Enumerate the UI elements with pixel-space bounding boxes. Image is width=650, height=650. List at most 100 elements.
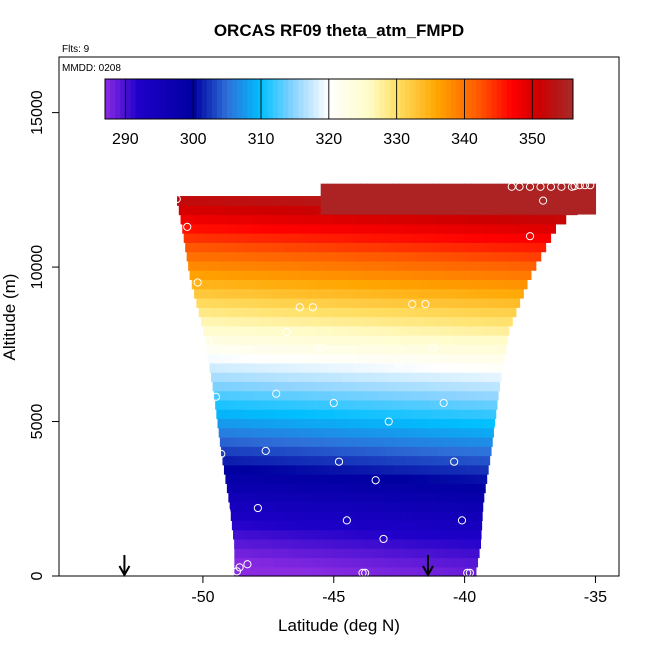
heatmap-cell — [512, 307, 517, 318]
heatmap-cell — [260, 260, 268, 271]
heatmap-cell — [294, 325, 302, 336]
heatmap-cell — [229, 455, 237, 466]
heatmap-cell — [349, 520, 357, 531]
flight-point — [465, 568, 474, 578]
heatmap-cell — [433, 511, 441, 521]
heatmap-cell — [474, 251, 482, 262]
heatmap-cell — [463, 399, 471, 410]
heatmap-cell — [308, 233, 316, 243]
heatmap-cell — [441, 427, 449, 438]
heatmap-cell — [385, 223, 393, 234]
heatmap-cell — [253, 566, 262, 577]
heatmap-cell — [361, 511, 369, 521]
heatmap-cell — [480, 427, 488, 438]
heatmap-cell — [263, 279, 271, 290]
heatmap-cell — [503, 297, 511, 308]
heatmap-cell — [487, 381, 495, 392]
heatmap-cell — [211, 242, 219, 253]
heatmap-cell — [338, 446, 346, 457]
heatmap-cell — [296, 372, 304, 382]
heatmap-cell — [360, 501, 368, 512]
heatmap-cell — [299, 566, 307, 577]
heatmap-cell — [268, 455, 276, 466]
heatmap-cell — [466, 242, 474, 253]
heatmap-cell — [243, 464, 251, 475]
heatmap-cell — [267, 399, 275, 410]
heatmap-cell — [436, 260, 444, 271]
heatmap-cell — [443, 353, 451, 364]
heatmap-cell — [504, 233, 512, 243]
heatmap-cell — [483, 399, 491, 410]
heatmap-cell — [247, 548, 255, 559]
heatmap-cell — [459, 418, 467, 429]
flight-point — [450, 457, 459, 466]
heatmap-cell — [231, 205, 239, 216]
heatmap-cell — [404, 557, 412, 568]
colorbar-segment — [252, 79, 259, 119]
heatmap-cell — [293, 492, 301, 503]
heatmap-cell — [204, 335, 212, 345]
heatmap-cell — [246, 390, 254, 401]
heatmap-cell — [368, 335, 376, 345]
heatmap-cell — [424, 399, 432, 410]
heatmap-cell — [474, 474, 482, 484]
heatmap-cell — [430, 353, 438, 364]
heatmap-cell — [340, 325, 348, 336]
heatmap-cell — [266, 390, 274, 401]
heatmap-cell — [456, 316, 464, 327]
heatmap-cell — [388, 307, 396, 318]
heatmap-cell — [309, 418, 317, 429]
heatmap-cell — [216, 362, 224, 373]
heatmap-cell — [484, 455, 491, 466]
heatmap-cell — [224, 418, 232, 429]
heatmap-cell — [203, 325, 211, 336]
heatmap-cell — [517, 233, 525, 243]
heatmap-cell — [404, 223, 412, 234]
heatmap-cell — [285, 483, 293, 494]
heatmap-cell — [374, 279, 383, 290]
colorbar-segment — [135, 79, 142, 119]
heatmap-cell — [266, 446, 274, 457]
heatmap-cell — [423, 353, 431, 364]
colorbar-segment — [405, 79, 411, 119]
heatmap-cell — [272, 529, 280, 540]
flight-point — [358, 568, 367, 578]
heatmap-cell — [402, 251, 410, 262]
heatmap-cell — [272, 436, 280, 447]
heatmap-cell — [333, 362, 341, 373]
heatmap-cell — [375, 427, 383, 438]
heatmap-cell — [251, 427, 259, 438]
heatmap-cell — [401, 307, 409, 318]
heatmap-cell — [214, 316, 222, 327]
heatmap-cell — [454, 427, 462, 438]
heatmap-cell — [412, 233, 420, 243]
heatmap-cell — [429, 390, 438, 401]
heatmap-cell — [396, 288, 405, 299]
heatmap-cell — [386, 183, 394, 215]
heatmap-cell — [217, 335, 225, 345]
heatmap-cell — [420, 464, 428, 475]
heatmap-cell — [295, 501, 303, 512]
heatmap-cell — [376, 381, 384, 392]
heatmap-cell — [211, 335, 219, 345]
heatmap-cell — [322, 242, 330, 253]
heatmap-cell — [402, 214, 411, 225]
heatmap-cell — [382, 427, 390, 438]
heatmap-cell — [228, 399, 236, 410]
colorbar-segment — [171, 79, 177, 119]
heatmap-cell — [330, 251, 338, 262]
heatmap-cell — [234, 492, 243, 503]
heatmap-cell — [428, 381, 436, 392]
heatmap-cell — [231, 307, 239, 318]
heatmap-cell — [478, 501, 484, 512]
heatmap-cell — [244, 335, 252, 345]
heatmap-cell — [201, 260, 209, 271]
heatmap-cell — [444, 455, 453, 466]
heatmap-cell — [372, 399, 380, 410]
heatmap-cell — [256, 464, 264, 475]
heatmap-cell — [311, 436, 319, 447]
heatmap-cell — [312, 446, 320, 457]
heatmap-cell — [291, 251, 299, 262]
colorbar-segment — [359, 79, 365, 119]
heatmap-cell — [419, 409, 427, 420]
